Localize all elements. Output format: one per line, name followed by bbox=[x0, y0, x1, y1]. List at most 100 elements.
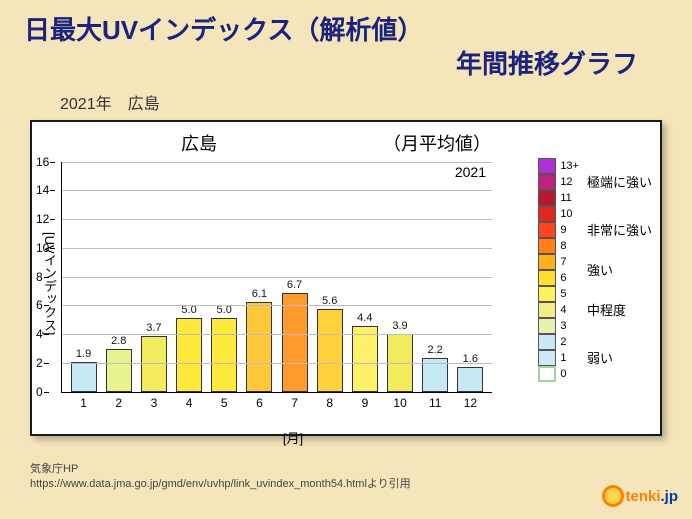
scale-number: 5 bbox=[560, 286, 579, 302]
y-tick: 16 bbox=[36, 155, 49, 169]
gridline bbox=[62, 305, 492, 306]
x-tick: 12 bbox=[464, 396, 477, 410]
bar bbox=[106, 349, 132, 391]
y-tick: 12 bbox=[36, 212, 49, 226]
scale-number: 4 bbox=[560, 302, 579, 318]
bar-value-label: 2.8 bbox=[111, 335, 126, 347]
scale-swatch bbox=[538, 254, 556, 270]
scale-number: 12 bbox=[560, 174, 579, 190]
bar-value-label: 3.7 bbox=[146, 322, 161, 334]
scale-swatch bbox=[538, 334, 556, 350]
scale-swatch bbox=[538, 158, 556, 174]
bar-value-label: 3.9 bbox=[392, 320, 407, 332]
scale-swatch bbox=[538, 190, 556, 206]
page-title: 日最大UVインデックス（解析値） 年間推移グラフ bbox=[0, 0, 692, 82]
bar bbox=[211, 318, 237, 392]
sub-heading: 2021年 広島 bbox=[0, 82, 692, 120]
scale-number: 3 bbox=[560, 318, 579, 334]
bar-column: 6.1 bbox=[245, 288, 273, 392]
bar-value-label: 2.2 bbox=[427, 344, 442, 356]
gridline bbox=[62, 248, 492, 249]
bar-column: 6.7 bbox=[281, 279, 309, 391]
intensity-category: 中程度 bbox=[587, 286, 652, 334]
y-tick: 14 bbox=[36, 183, 49, 197]
x-tick: 11 bbox=[429, 396, 441, 410]
x-tick: 10 bbox=[393, 396, 406, 410]
bar-column: 2.2 bbox=[421, 344, 449, 392]
color-scale-legend: 13+1211109876543210 極端に強い非常に強い強い中程度弱い bbox=[538, 158, 652, 382]
source-line-2: https://www.data.jma.go.jp/gmd/env/uvhp/… bbox=[30, 477, 692, 492]
bar-column: 3.9 bbox=[386, 320, 414, 392]
bar-column: 4.4 bbox=[351, 312, 379, 391]
x-tick: 7 bbox=[291, 396, 298, 410]
scale-swatch bbox=[538, 222, 556, 238]
scale-swatch bbox=[538, 350, 556, 366]
bar bbox=[141, 336, 167, 391]
x-tick: 8 bbox=[326, 396, 333, 410]
bar bbox=[352, 326, 378, 391]
x-tick: 2 bbox=[115, 396, 122, 410]
chart-plot: 2021 1.92.83.75.05.06.16.75.64.43.92.21.… bbox=[61, 162, 492, 393]
gridline bbox=[62, 219, 492, 220]
chart-title-left: 広島 bbox=[181, 130, 217, 156]
bar bbox=[317, 309, 343, 392]
bar-value-label: 6.7 bbox=[287, 279, 302, 291]
y-tick: 8 bbox=[36, 270, 43, 284]
scale-number: 8 bbox=[560, 238, 579, 254]
gridline bbox=[62, 363, 492, 364]
bar bbox=[246, 302, 272, 392]
bar bbox=[457, 367, 483, 392]
title-line-2: 年間推移グラフ bbox=[24, 48, 668, 82]
scale-number: 7 bbox=[560, 254, 579, 270]
chart-title-right: （月平均値） bbox=[383, 130, 491, 156]
bar-column: 1.9 bbox=[70, 348, 98, 391]
scale-number: 9 bbox=[560, 222, 579, 238]
bar-column: 1.6 bbox=[456, 353, 484, 392]
y-tick: 6 bbox=[36, 298, 43, 312]
gridline bbox=[62, 162, 492, 163]
x-tick: 3 bbox=[151, 396, 158, 410]
bar bbox=[176, 318, 202, 392]
x-tick: 1 bbox=[80, 396, 87, 410]
y-tick: 10 bbox=[36, 241, 49, 255]
intensity-category: 強い bbox=[587, 254, 652, 286]
scale-number: 0 bbox=[560, 366, 579, 382]
title-line-1: 日最大UVインデックス（解析値） bbox=[24, 14, 668, 48]
gridline bbox=[62, 277, 492, 278]
scale-number: 10 bbox=[560, 206, 579, 222]
scale-swatch bbox=[538, 286, 556, 302]
bar-column: 3.7 bbox=[140, 322, 168, 391]
y-tick: 0 bbox=[36, 385, 43, 399]
intensity-category: 非常に強い bbox=[587, 206, 652, 254]
scale-swatch bbox=[538, 318, 556, 334]
scale-number: 11 bbox=[560, 190, 579, 206]
scale-swatch bbox=[538, 302, 556, 318]
bar bbox=[282, 293, 308, 391]
gridline bbox=[62, 190, 492, 191]
scale-number: 6 bbox=[560, 270, 579, 286]
bar-column: 5.0 bbox=[210, 304, 238, 392]
intensity-category: 極端に強い bbox=[587, 158, 652, 206]
intensity-category: 弱い bbox=[587, 334, 652, 382]
bar-column: 5.0 bbox=[175, 304, 203, 392]
y-tick: 2 bbox=[36, 356, 43, 370]
scale-swatch bbox=[538, 238, 556, 254]
bar-column: 5.6 bbox=[316, 295, 344, 392]
scale-number: 1 bbox=[560, 350, 579, 366]
bar-value-label: 6.1 bbox=[252, 288, 267, 300]
gridline bbox=[62, 334, 492, 335]
scale-swatch bbox=[538, 206, 556, 222]
bar-value-label: 4.4 bbox=[357, 312, 372, 324]
tenki-logo: tenki.jp bbox=[602, 485, 678, 507]
y-tick: 4 bbox=[36, 327, 43, 341]
scale-swatch bbox=[538, 270, 556, 286]
source-line-1: 気象庁HP bbox=[30, 462, 692, 477]
logo-text: tenki.jp bbox=[625, 488, 678, 505]
scale-swatch-zero bbox=[538, 366, 556, 382]
x-tick: 4 bbox=[186, 396, 193, 410]
x-axis-label: [月] bbox=[78, 428, 508, 447]
scale-number: 13+ bbox=[560, 158, 579, 174]
bar bbox=[71, 362, 97, 391]
x-tick: 6 bbox=[256, 396, 263, 410]
chart-container: 広島 （月平均値） [UVインデックス] 2021 1.92.83.75.05.… bbox=[30, 120, 662, 436]
